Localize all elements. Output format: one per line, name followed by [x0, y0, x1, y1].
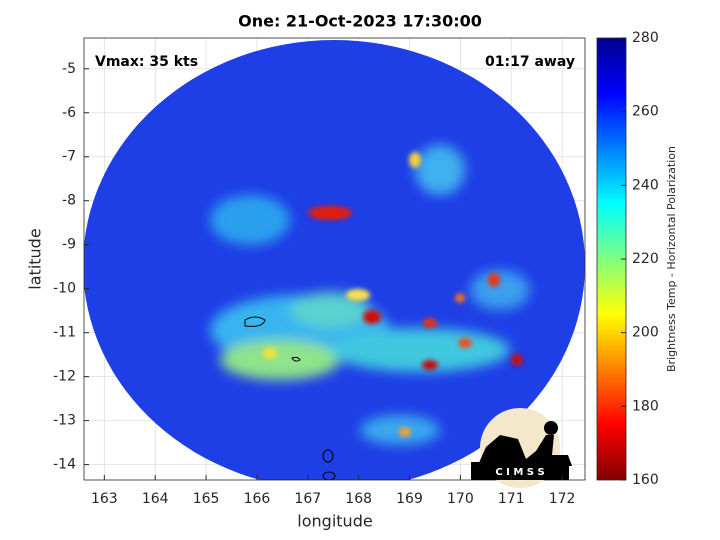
- colorbar-tick-label: 280: [632, 30, 659, 46]
- x-tick-label: 169: [396, 491, 423, 507]
- x-tick-label: 167: [294, 491, 321, 507]
- y-tick-label: -11: [53, 325, 76, 341]
- colorbar-label: Brightness Temp - Horizontal Polarizatio…: [665, 146, 678, 372]
- y-tick-label: -7: [62, 149, 76, 165]
- colorbar-tick-label: 220: [632, 251, 659, 267]
- colorbar-tick-label: 240: [632, 177, 659, 193]
- x-tick-label: 164: [142, 491, 169, 507]
- annotation: 01:17 away: [485, 54, 575, 70]
- x-tick-label: 163: [91, 491, 118, 507]
- y-tick-label: -6: [62, 105, 76, 121]
- y-tick-label: -12: [53, 369, 76, 385]
- logo-text: C I M S S: [495, 467, 544, 478]
- y-tick-label: -13: [53, 413, 76, 429]
- x-tick-label: 172: [549, 491, 576, 507]
- x-tick-label: 166: [244, 491, 271, 507]
- colorbar-tick-label: 160: [632, 472, 659, 488]
- y-tick-label: -10: [53, 281, 76, 297]
- y-tick-label: -14: [53, 457, 76, 473]
- y-tick-label: -9: [62, 237, 76, 253]
- colorbar-tick-label: 260: [632, 104, 659, 120]
- x-tick-label: 168: [345, 491, 372, 507]
- x-tick-label: 165: [193, 491, 220, 507]
- y-tick-label: -8: [62, 193, 76, 209]
- colorbar-tick-label: 200: [632, 325, 659, 341]
- annotation: Vmax: 35 kts: [95, 54, 198, 70]
- x-tick-label: 171: [498, 491, 525, 507]
- x-axis-label: longitude: [297, 512, 372, 531]
- x-tick-label: 170: [447, 491, 474, 507]
- plot-frame: [83, 37, 586, 481]
- y-tick-label: -5: [62, 61, 76, 77]
- colorbar-tick-label: 180: [632, 398, 659, 414]
- title: One: 21-Oct-2023 17:30:00: [238, 12, 482, 31]
- satellite-image: [84, 40, 585, 480]
- logo: C I M S S: [471, 408, 572, 488]
- y-axis-label: latitude: [26, 228, 45, 289]
